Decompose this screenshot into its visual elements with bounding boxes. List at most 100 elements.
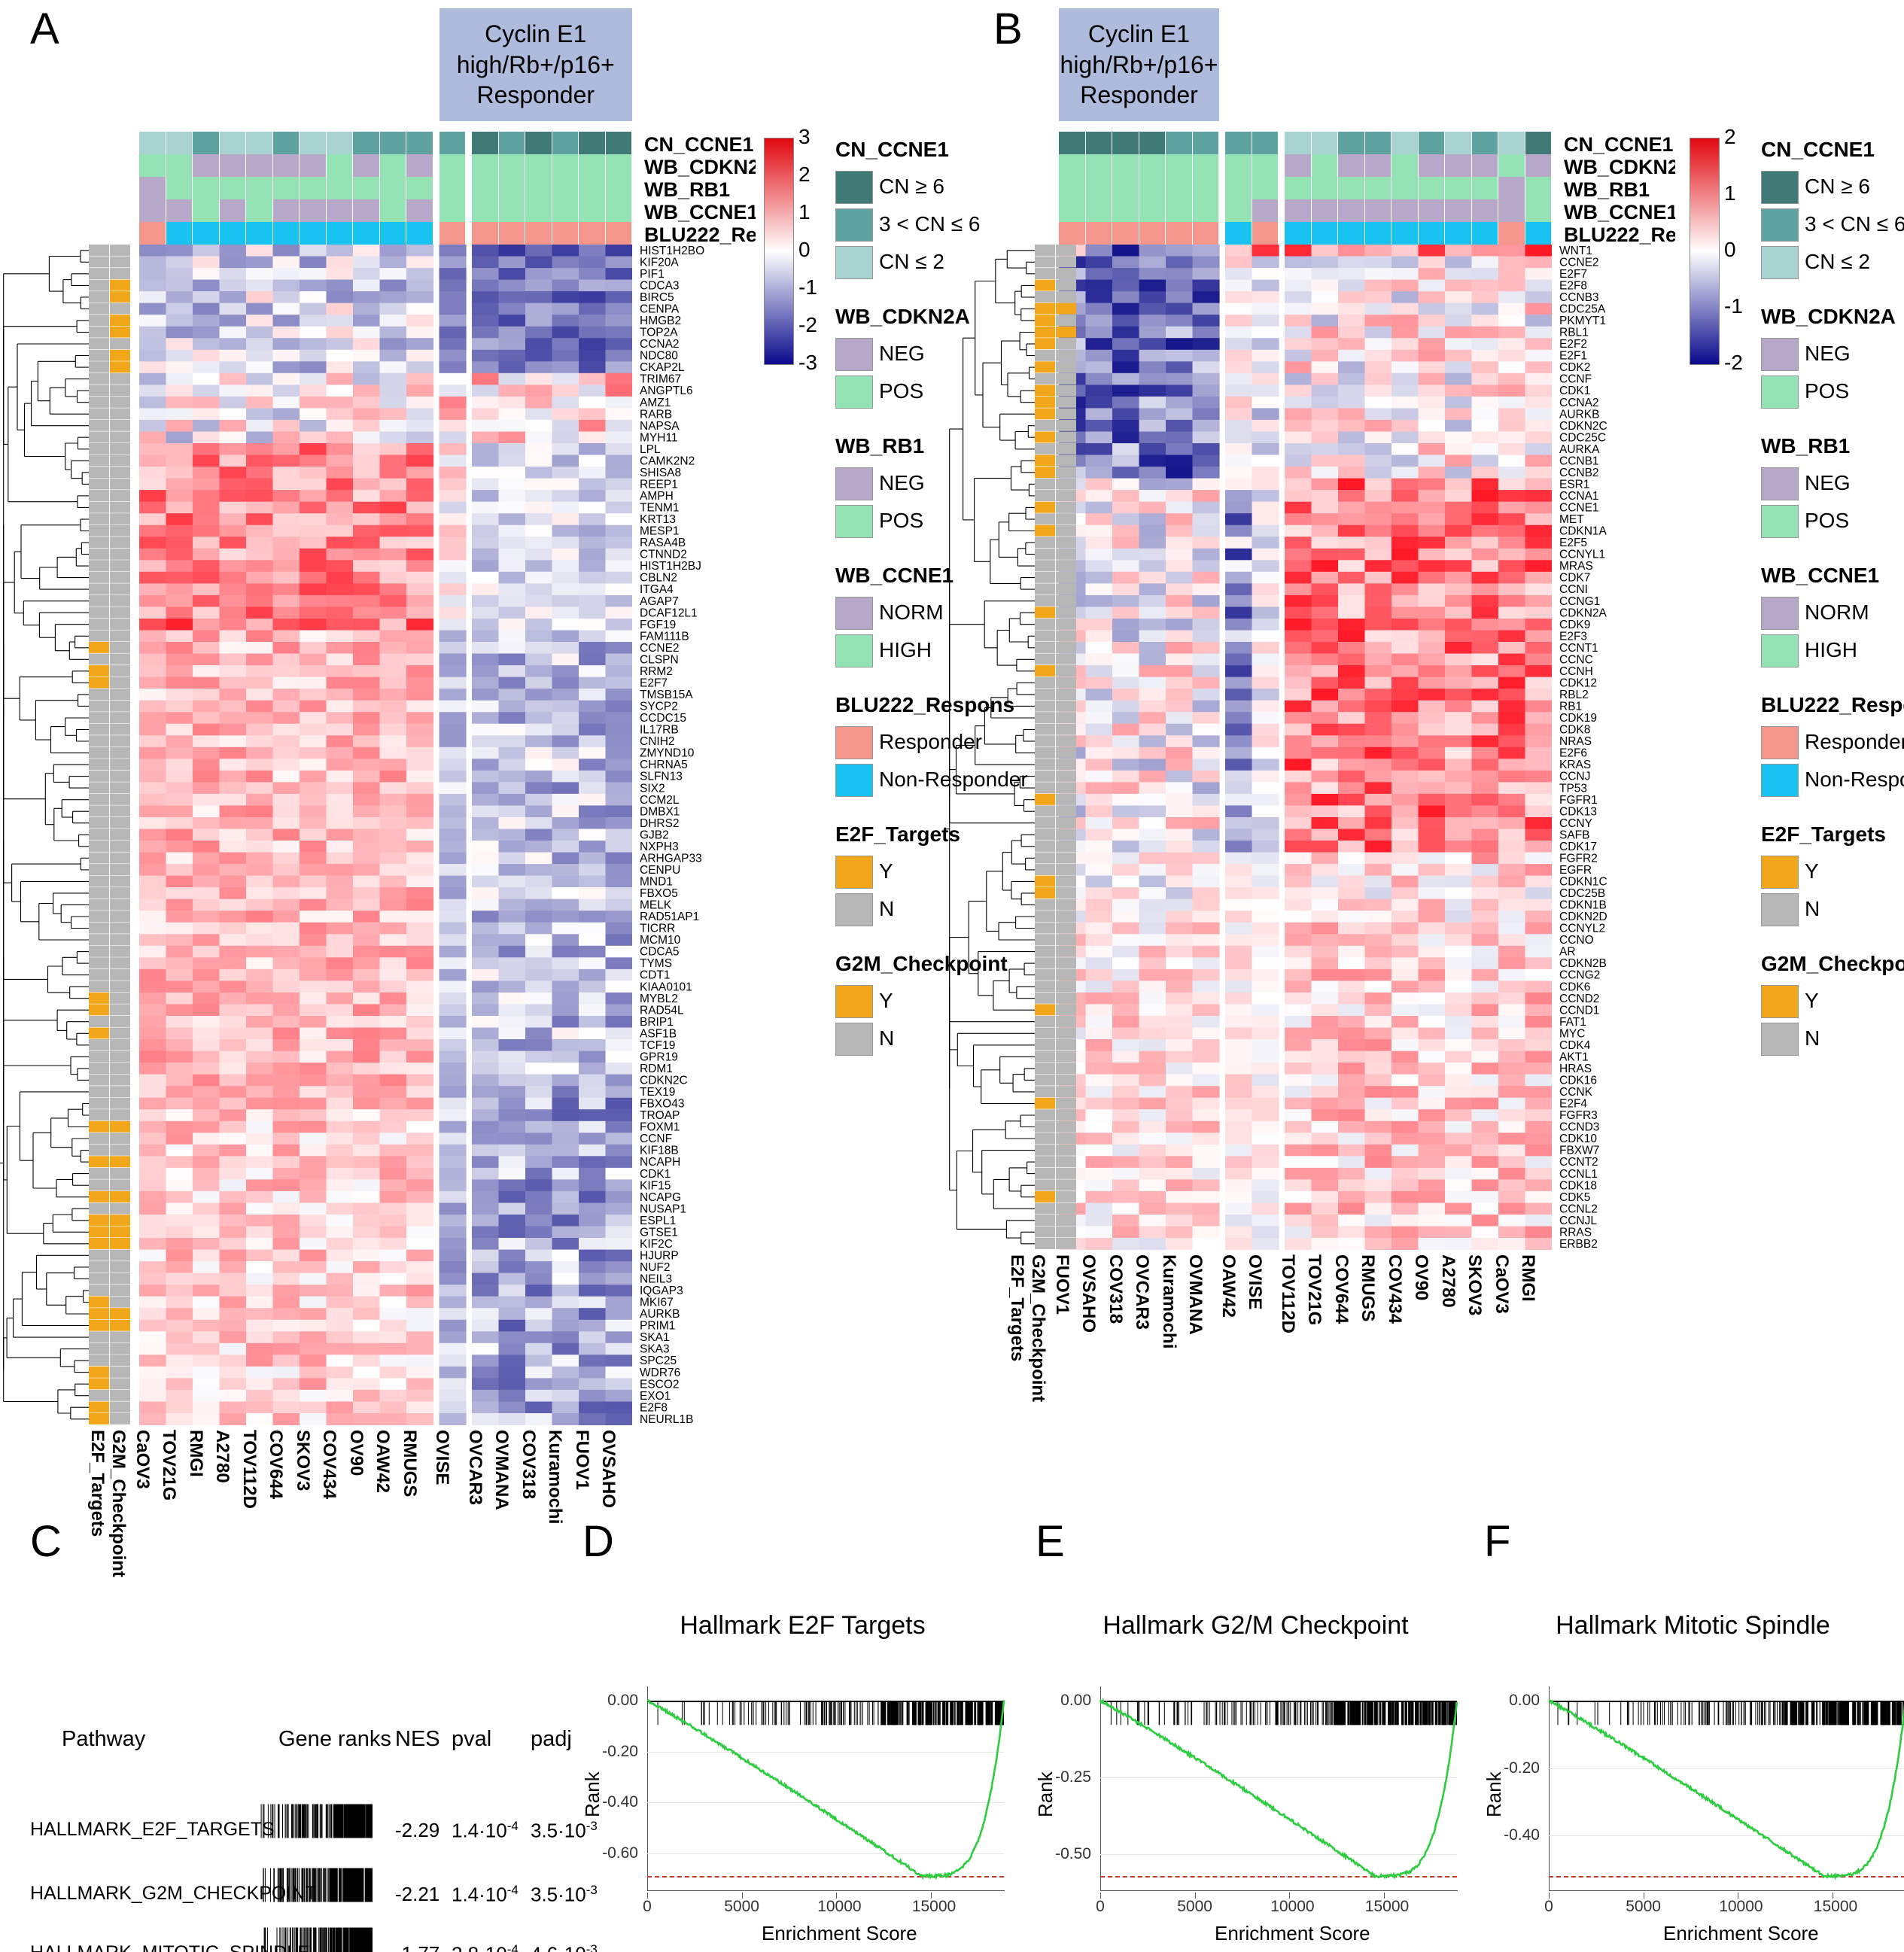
svg-text:CCNE1: CCNE1 xyxy=(1559,502,1599,515)
svg-text:FBXO5: FBXO5 xyxy=(640,887,678,900)
svg-text:CDK18: CDK18 xyxy=(1559,1179,1597,1192)
svg-text:CCNA1: CCNA1 xyxy=(1559,490,1599,503)
svg-text:HJURP: HJURP xyxy=(640,1250,679,1263)
svg-text:CCNK: CCNK xyxy=(1559,1086,1593,1099)
svg-text:KIAA0101: KIAA0101 xyxy=(640,981,692,993)
svg-text:TMSB15A: TMSB15A xyxy=(640,689,693,701)
svg-text:CCNT1: CCNT1 xyxy=(1559,642,1598,655)
svg-text:KRAS: KRAS xyxy=(1559,759,1591,771)
svg-text:IL17RB: IL17RB xyxy=(640,724,679,737)
svg-text:ERBB2: ERBB2 xyxy=(1559,1238,1598,1250)
svg-text:NDC80: NDC80 xyxy=(640,350,678,363)
svg-text:KIF2C: KIF2C xyxy=(640,1238,673,1251)
svg-text:CDKN1C: CDKN1C xyxy=(1559,876,1607,889)
svg-text:E2F7: E2F7 xyxy=(640,677,668,690)
svg-text:RB1: RB1 xyxy=(1559,701,1582,713)
svg-text:NUSAP1: NUSAP1 xyxy=(640,1203,686,1215)
svg-text:CCNJL: CCNJL xyxy=(1559,1215,1597,1227)
svg-text:E2F5: E2F5 xyxy=(1559,537,1587,549)
svg-text:TRIM67: TRIM67 xyxy=(640,373,681,386)
svg-text:CCNB3: CCNB3 xyxy=(1559,291,1599,304)
svg-text:CCNG2: CCNG2 xyxy=(1559,969,1600,982)
svg-text:MESP1: MESP1 xyxy=(640,525,680,538)
svg-text:HMGB2: HMGB2 xyxy=(640,315,681,327)
svg-text:HRAS: HRAS xyxy=(1559,1063,1592,1075)
svg-text:BRIP1: BRIP1 xyxy=(640,1016,674,1029)
svg-text:RASA4B: RASA4B xyxy=(640,537,686,549)
svg-text:SLFN13: SLFN13 xyxy=(640,771,683,783)
svg-text:RAD54L: RAD54L xyxy=(640,1004,684,1017)
svg-text:CCNA2: CCNA2 xyxy=(640,338,680,351)
svg-text:CCNYL1: CCNYL1 xyxy=(1559,549,1605,561)
svg-text:WDR76: WDR76 xyxy=(640,1367,680,1379)
svg-text:SYCP2: SYCP2 xyxy=(640,701,678,713)
svg-text:ARHGAP33: ARHGAP33 xyxy=(640,852,702,865)
svg-text:CDKN2A: CDKN2A xyxy=(1559,607,1607,619)
svg-text:CDK19: CDK19 xyxy=(1559,712,1597,725)
svg-text:AURKB: AURKB xyxy=(1559,408,1599,421)
svg-text:SIX2: SIX2 xyxy=(640,782,665,795)
svg-text:TOP2A: TOP2A xyxy=(640,327,678,339)
svg-text:CDK7: CDK7 xyxy=(1559,572,1590,585)
svg-text:CDK8: CDK8 xyxy=(1559,724,1590,737)
svg-text:NCAPG: NCAPG xyxy=(640,1191,681,1204)
svg-text:TICRR: TICRR xyxy=(640,923,675,935)
svg-text:FGFR3: FGFR3 xyxy=(1559,1109,1598,1122)
svg-text:CCNL1: CCNL1 xyxy=(1559,1168,1598,1181)
svg-text:MYBL2: MYBL2 xyxy=(640,993,678,1005)
svg-text:SAFB: SAFB xyxy=(1559,829,1589,841)
svg-text:MYC: MYC xyxy=(1559,1027,1585,1040)
svg-text:CCND1: CCND1 xyxy=(1559,1004,1599,1017)
svg-text:ITGA4: ITGA4 xyxy=(640,583,674,596)
svg-text:E2F8: E2F8 xyxy=(1559,280,1587,293)
svg-text:CCNJ: CCNJ xyxy=(1559,771,1590,783)
svg-text:TYMS: TYMS xyxy=(640,957,672,970)
svg-text:CCNA2: CCNA2 xyxy=(1559,397,1599,409)
svg-text:CCNL2: CCNL2 xyxy=(1559,1203,1598,1215)
svg-text:AKT1: AKT1 xyxy=(1559,1051,1589,1064)
svg-text:AGAP7: AGAP7 xyxy=(640,595,679,608)
svg-text:CCNT2: CCNT2 xyxy=(1559,1156,1598,1169)
svg-text:CLSPN: CLSPN xyxy=(640,653,679,666)
svg-text:LPL: LPL xyxy=(640,443,661,456)
svg-text:RBL2: RBL2 xyxy=(1559,689,1589,701)
svg-text:GTSE1: GTSE1 xyxy=(640,1226,678,1239)
svg-text:CCNE2: CCNE2 xyxy=(1559,256,1599,269)
svg-text:CDK17: CDK17 xyxy=(1559,841,1597,853)
svg-text:E2F3: E2F3 xyxy=(1559,630,1587,643)
svg-text:CDKN1A: CDKN1A xyxy=(1559,525,1607,538)
svg-text:PKMYT1: PKMYT1 xyxy=(1559,315,1606,327)
svg-text:RAD51AP1: RAD51AP1 xyxy=(640,911,699,923)
svg-text:RARB: RARB xyxy=(640,408,672,421)
svg-text:ESPL1: ESPL1 xyxy=(640,1215,676,1227)
svg-text:PIF1: PIF1 xyxy=(640,268,665,281)
svg-text:CDK2: CDK2 xyxy=(1559,361,1590,374)
svg-text:WNT1: WNT1 xyxy=(1559,245,1592,257)
svg-text:NRAS: NRAS xyxy=(1559,735,1592,748)
svg-text:CDK5: CDK5 xyxy=(1559,1191,1590,1204)
svg-text:EGFR: EGFR xyxy=(1559,864,1592,877)
svg-text:BIRC5: BIRC5 xyxy=(640,291,674,304)
svg-text:GJB2: GJB2 xyxy=(640,829,669,841)
svg-text:CCNE2: CCNE2 xyxy=(640,642,680,655)
svg-text:FGF19: FGF19 xyxy=(640,619,676,631)
svg-text:CCNB2: CCNB2 xyxy=(1559,467,1599,479)
svg-text:AMPH: AMPH xyxy=(640,490,674,503)
svg-text:MND1: MND1 xyxy=(640,876,673,889)
svg-text:FAM111B: FAM111B xyxy=(640,630,689,643)
svg-text:RDM1: RDM1 xyxy=(640,1063,673,1075)
svg-text:HIST1H2BO: HIST1H2BO xyxy=(640,245,704,257)
svg-text:CCDC15: CCDC15 xyxy=(640,712,686,725)
svg-text:CCNB1: CCNB1 xyxy=(1559,455,1599,467)
svg-text:CENPA: CENPA xyxy=(640,303,680,316)
svg-text:EXO1: EXO1 xyxy=(640,1390,671,1403)
svg-text:MKI67: MKI67 xyxy=(640,1297,674,1309)
svg-text:FBXW7: FBXW7 xyxy=(1559,1145,1599,1157)
svg-text:KIF18B: KIF18B xyxy=(640,1145,679,1157)
svg-text:DCAF12L1: DCAF12L1 xyxy=(640,607,698,619)
svg-text:CCNF: CCNF xyxy=(1559,373,1592,386)
svg-text:CDKN1B: CDKN1B xyxy=(1559,899,1607,912)
svg-text:RBL1: RBL1 xyxy=(1559,327,1589,339)
svg-text:AR: AR xyxy=(1559,946,1576,959)
svg-text:AURKB: AURKB xyxy=(640,1308,680,1321)
